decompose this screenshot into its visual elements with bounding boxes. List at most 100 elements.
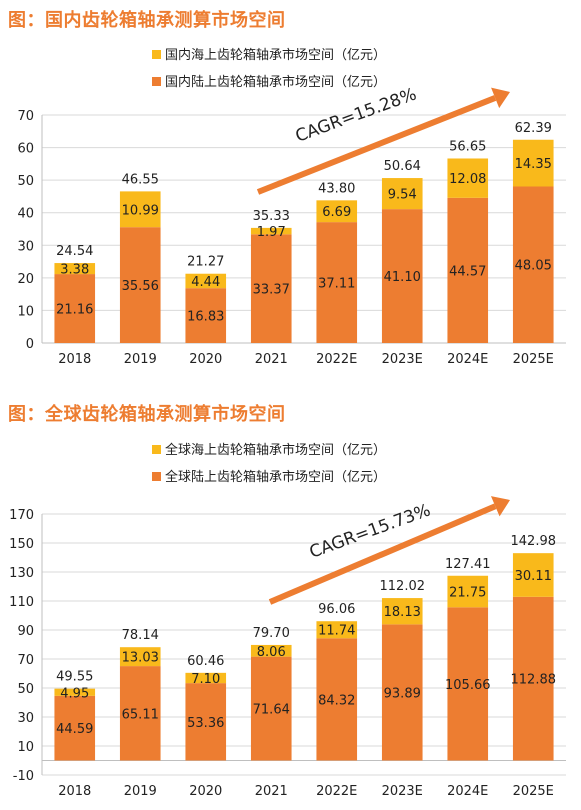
bar-onshore-2018 [54,274,96,343]
bar-onshore-2022E [316,222,358,343]
data-label-total: 56.65 [449,139,486,154]
x-tick-label: 2024E [447,784,488,799]
x-tick-label: 2019 [124,352,157,367]
bar-offshore-2023E [381,598,423,625]
x-tick-label: 2020 [189,352,222,367]
data-label-onshore: 37.11 [318,277,355,292]
data-label-total: 78.14 [122,628,159,643]
data-label-onshore: 71.64 [253,703,290,718]
data-label-offshore: 8.06 [257,645,286,660]
data-label-total: 21.27 [187,255,224,270]
bar-onshore-2024E [447,607,489,761]
data-label-offshore: 7.10 [191,672,220,687]
data-label-offshore: 4.44 [191,275,220,290]
x-tick-label: 2019 [124,784,157,799]
bar-onshore-2023E [381,209,423,343]
x-tick-label: 2025E [513,352,554,367]
y-tick-label: 10 [17,304,34,319]
data-label-total: 49.55 [56,670,93,685]
bar-onshore-2020 [185,288,227,343]
bar-offshore-2020 [185,672,227,684]
x-tick-label: 2018 [58,784,91,799]
x-tick-label: 2020 [189,784,222,799]
data-label-offshore: 12.08 [449,172,486,187]
y-tick-label: 150 [9,537,34,552]
bar-offshore-2021 [250,644,292,657]
data-label-onshore: 21.16 [56,303,93,318]
x-tick-label: 2021 [255,784,288,799]
y-tick-label: -10 [13,769,34,784]
bar-offshore-2021 [250,227,292,235]
legend-swatch-onshore [152,77,161,86]
bar-offshore-2020 [185,273,227,289]
data-label-total: 24.54 [56,244,93,259]
bar-onshore-2022E [316,638,358,761]
data-label-offshore: 9.54 [388,188,417,203]
legend-label-offshore: 国内海上齿轮箱轴承市场空间（亿元） [165,47,386,63]
data-label-onshore: 53.36 [187,716,224,731]
bar-offshore-2025E [512,139,554,187]
chart-title-global: 图：全球齿轮箱轴承测算市场空间 [8,404,286,425]
data-label-onshore: 41.10 [384,270,421,285]
data-label-total: 96.06 [318,602,355,617]
legend-swatch-offshore [152,50,161,59]
data-label-onshore: 35.56 [122,279,159,294]
y-tick-label: 30 [17,711,34,726]
data-label-offshore: 6.69 [322,205,351,220]
bar-onshore-2024E [447,197,489,343]
bar-onshore-2019 [119,666,161,761]
bar-onshore-2023E [381,624,423,761]
data-label-onshore: 44.57 [449,264,486,279]
y-tick-label: 10 [17,740,34,755]
cagr-arrow-shaft [268,503,497,605]
y-tick-label: 40 [17,207,34,222]
data-label-onshore: 93.89 [384,686,421,701]
data-label-onshore: 44.59 [56,722,93,737]
y-tick-label: 170 [9,508,34,523]
cagr-arrow-head [491,87,510,109]
data-label-offshore: 14.35 [515,157,552,172]
y-tick-label: 90 [17,624,34,639]
legend-label-offshore: 全球海上齿轮箱轴承市场空间（亿元） [165,442,386,458]
x-tick-label: 2022E [316,352,357,367]
y-tick-label: 130 [9,566,34,581]
data-label-total: 43.80 [318,181,355,196]
y-tick-label: 20 [17,272,34,287]
data-label-offshore: 21.75 [449,586,486,601]
y-tick-label: 50 [17,174,34,189]
y-tick-label: 0 [26,337,34,352]
data-label-total: 46.55 [122,172,159,187]
bar-offshore-2022E [316,200,358,223]
legend-label-onshore: 国内陆上齿轮箱轴承市场空间（亿元） [165,74,386,90]
legend-swatch-onshore [152,472,161,481]
y-tick-label: 110 [9,595,34,610]
data-label-offshore: 10.99 [122,203,159,218]
data-label-offshore: 13.03 [122,651,159,666]
data-label-offshore: 11.74 [318,624,355,639]
cagr-arrow-shaft [256,95,497,195]
y-tick-label: 30 [17,239,34,254]
data-label-total: 127.41 [445,557,491,572]
x-tick-label: 2024E [447,352,488,367]
chart-title-domestic: 图：国内齿轮箱轴承测算市场空间 [8,10,286,31]
bar-offshore-2024E [447,575,489,608]
bar-offshore-2019 [119,191,161,228]
y-tick-label: 70 [17,109,34,124]
x-tick-label: 2023E [382,352,423,367]
data-label-offshore: 3.38 [60,263,89,278]
y-tick-label: 60 [17,142,34,157]
data-label-onshore: 84.32 [318,693,355,708]
cagr-annotation: CAGR=15.73% [307,500,433,562]
data-label-offshore: 18.13 [384,605,421,620]
y-tick-label: 70 [17,653,34,668]
legend-swatch-offshore [152,445,161,454]
legend-label-onshore: 全球陆上齿轮箱轴承市场空间（亿元） [165,469,386,485]
bar-offshore-2023E [381,178,423,210]
bar-onshore-2025E [512,186,554,343]
bar-onshore-2021 [250,656,292,761]
x-tick-label: 2022E [316,784,357,799]
data-label-onshore: 112.88 [511,673,557,688]
bar-offshore-2018 [54,263,96,275]
data-label-onshore: 33.37 [253,283,290,298]
